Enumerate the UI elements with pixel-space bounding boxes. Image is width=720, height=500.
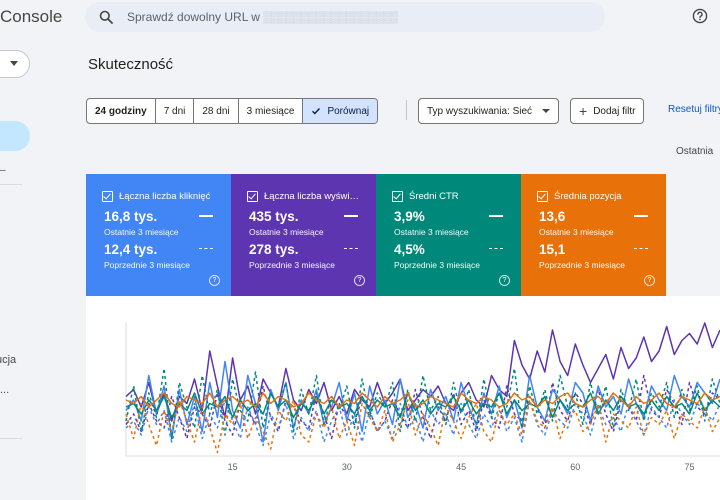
search-type-label: Typ wyszukiwania: Sieć [427,105,533,117]
help-icon[interactable] [690,6,710,26]
sidebar-item-active[interactable] [0,121,30,151]
series-line-7 [125,399,720,454]
add-filter-label: Dodaj filtr [593,105,636,117]
solid-line-legend-icon [489,215,503,217]
search-blurred-domain: ▒▒▒▒▒▒▒▒▒▒▒▒▒▒▒▒▒▒ [263,10,399,24]
date-option-28d[interactable]: 28 dni [194,99,239,123]
metric-header: Średni CTR [392,191,459,202]
sidebar-item-partial[interactable]: ucja [0,354,17,366]
metric-card-position[interactable]: Średnia pozycja 13,6 Ostatnie 3 miesiące… [521,174,666,296]
date-option-compare[interactable]: Porównaj [303,99,378,123]
metric-card-ctr[interactable]: Średni CTR 3,9% Ostatnie 3 miesiące 4,5%… [376,174,521,296]
metric-current-period: Ostatnie 3 miesiące [394,227,469,237]
metric-current-value: 16,8 tys. [104,209,158,224]
metric-label: Łączna liczba kliknięć [119,191,211,202]
metric-current-value: 13,6 [539,209,566,224]
metric-previous-value: 12,4 tys. [104,242,158,257]
metric-current-value: 435 tys. [249,209,299,224]
date-option-7d[interactable]: 7 dni [156,99,195,123]
date-range-selector: 24 godziny 7 dni 28 dni 3 miesiące Porów… [86,98,379,124]
page-title: Skuteczność [88,56,174,73]
series-line-6 [125,392,720,408]
date-option-3m[interactable]: 3 miesiące [239,99,304,123]
metric-previous-period: Poprzednie 3 miesiące [249,260,335,270]
metric-header: Średnia pozycja [537,191,622,202]
series-line-4 [125,392,720,419]
x-tick-label: 15 [228,462,238,472]
help-icon[interactable]: ? [209,275,220,286]
help-icon[interactable]: ? [499,275,510,286]
metric-current-period: Ostatnie 3 miesiące [104,227,179,237]
sidebar-divider [0,438,22,439]
metric-current-period: Ostatnie 3 miesiące [249,227,324,237]
x-tick-label: 45 [456,462,466,472]
chevron-down-icon [542,109,551,113]
search-icon [99,10,127,24]
chevron-down-icon [10,61,18,66]
checkbox-checked-icon[interactable] [537,191,548,202]
metric-previous-value: 4,5% [394,242,425,257]
filter-divider [406,100,407,120]
metric-card-clicks[interactable]: Łączna liczba kliknięć 16,8 tys. Ostatni… [86,174,231,296]
sidebar-item-dash: – [0,165,6,176]
checkbox-checked-icon[interactable] [247,191,258,202]
metric-previous-period: Poprzednie 3 miesiące [394,260,480,270]
property-selector[interactable] [0,50,30,78]
x-tick-label: 60 [570,462,580,472]
checkbox-checked-icon[interactable] [102,191,113,202]
metric-label: Średni CTR [409,191,459,202]
dashed-line-legend-icon [199,248,213,249]
metric-previous-value: 278 tys. [249,242,299,257]
metric-label: Łączna liczba wyświ… [264,191,360,202]
metric-previous-value: 15,1 [539,242,566,257]
solid-line-legend-icon [634,215,648,217]
reset-filters-link[interactable]: Resetuj filtry [668,104,720,115]
help-icon[interactable]: ? [644,275,655,286]
metric-header: Łączna liczba kliknięć [102,191,210,202]
x-tick-label: 75 [685,462,695,472]
last-updated-text: Ostatnia [676,146,714,157]
metric-card-impressions[interactable]: Łączna liczba wyświ… 435 tys. Ostatnie 3… [231,174,376,296]
help-icon[interactable]: ? [354,275,365,286]
add-filter-button[interactable]: + Dodaj filtr [570,98,645,124]
url-inspection-search[interactable]: Sprawdź dowolny URL w ▒▒▒▒▒▒▒▒▒▒▒▒▒▒▒▒▒▒ [85,2,605,32]
series-line-2 [125,360,720,443]
x-tick-label: 30 [342,462,352,472]
metric-current-value: 3,9% [394,209,425,224]
metric-label: Średnia pozycja [554,191,622,202]
sidebar-item-partial-2[interactable]: ... [0,384,10,396]
metric-header: Łączna liczba wyświ… [247,191,359,202]
date-option-24h[interactable]: 24 godziny [87,99,156,123]
compare-label: Porównaj [327,105,370,117]
metric-current-period: Ostatnie 3 miesiące [539,227,614,237]
search-placeholder: Sprawdź dowolny URL w ▒▒▒▒▒▒▒▒▒▒▒▒▒▒▒▒▒▒ [127,10,399,24]
dashed-line-legend-icon [344,248,358,249]
metric-previous-period: Poprzednie 3 miesiące [539,260,625,270]
search-type-filter[interactable]: Typ wyszukiwania: Sieć [418,98,560,124]
plus-icon: + [579,103,588,119]
sidebar-divider [0,184,22,185]
check-icon [311,106,321,116]
app-title: Console [0,7,63,26]
dashed-line-legend-icon [634,248,648,249]
solid-line-legend-icon [199,215,213,217]
solid-line-legend-icon [344,215,358,217]
series-line-5 [125,367,720,440]
metric-previous-period: Poprzednie 3 miesiące [104,260,190,270]
performance-line-chart[interactable]: 15 30 45 60 75 [86,296,720,500]
checkbox-checked-icon[interactable] [392,191,403,202]
dashed-line-legend-icon [489,248,503,249]
